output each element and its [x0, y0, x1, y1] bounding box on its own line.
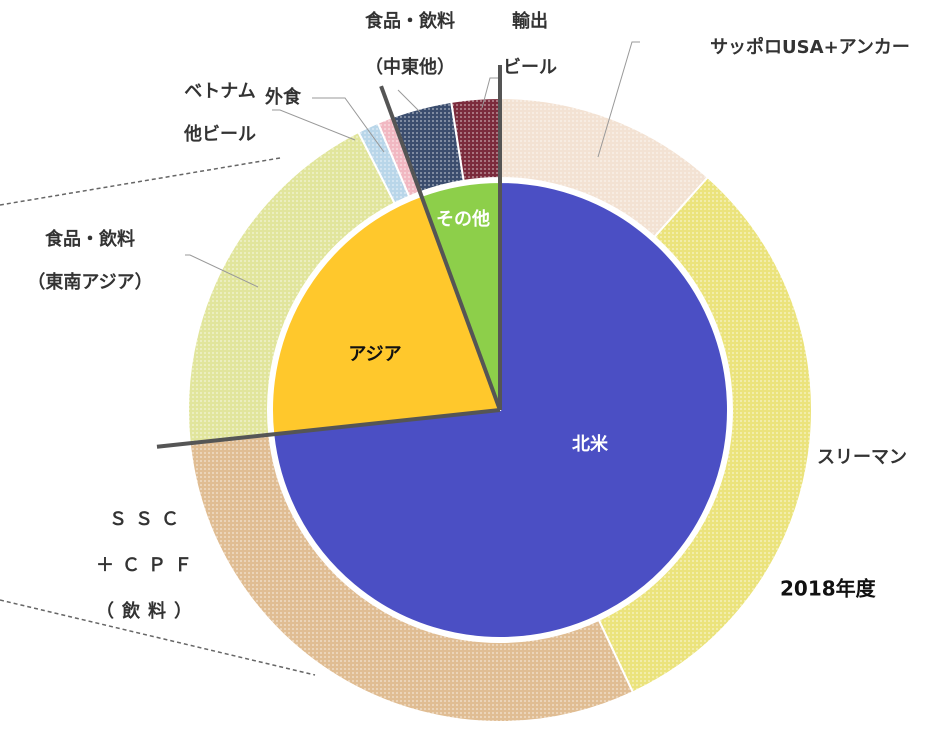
leader-line: [185, 254, 259, 288]
leader-line: [597, 41, 640, 158]
wedge-texture: [189, 434, 633, 722]
leader-line: [272, 109, 356, 141]
outer-label: スリーマン: [817, 447, 907, 468]
outer-label: ベトナム: [184, 81, 255, 102]
annotation: 2018年度: [780, 577, 877, 601]
outer-label: （飲料）: [96, 600, 200, 622]
wedge-texture: [598, 177, 812, 693]
outer-label: 外食: [265, 86, 302, 108]
wedge-texture: [358, 122, 410, 204]
wedge-texture: [392, 101, 464, 193]
wedges: [156, 65, 813, 723]
wedge-texture: [187, 132, 395, 444]
outer-label: 食品・飲料: [44, 228, 135, 250]
inner-label: アジア: [348, 344, 401, 365]
wedge-texture: [377, 117, 421, 197]
outer-label: ＋ＣＰＦ: [96, 555, 200, 576]
outer-label: サッポロUSA+アンカー: [710, 36, 910, 58]
wedge-texture: [451, 98, 500, 181]
dashed-connector: [0, 599, 316, 676]
leader-line: [397, 89, 421, 113]
wedge-texture: [500, 98, 708, 237]
outer-label: （東南アジア）: [27, 271, 152, 293]
outer-label: 食品・飲料: [364, 10, 455, 32]
group-separator: [156, 408, 501, 449]
outer-label: ＳＳＣ: [109, 509, 187, 530]
inner-label: その他: [436, 208, 490, 230]
dashed-connector: [0, 157, 281, 206]
outer-label: 他ビール: [183, 123, 256, 145]
decor: [0, 157, 316, 676]
outer-label: 輸出: [512, 10, 548, 32]
outer-label: （中東他）: [365, 56, 455, 78]
leader-line: [312, 97, 385, 153]
outer-label: ビール: [503, 57, 557, 78]
group-separator: [379, 85, 502, 411]
leader-line: [481, 77, 498, 109]
inner-label: 北米: [572, 433, 609, 455]
